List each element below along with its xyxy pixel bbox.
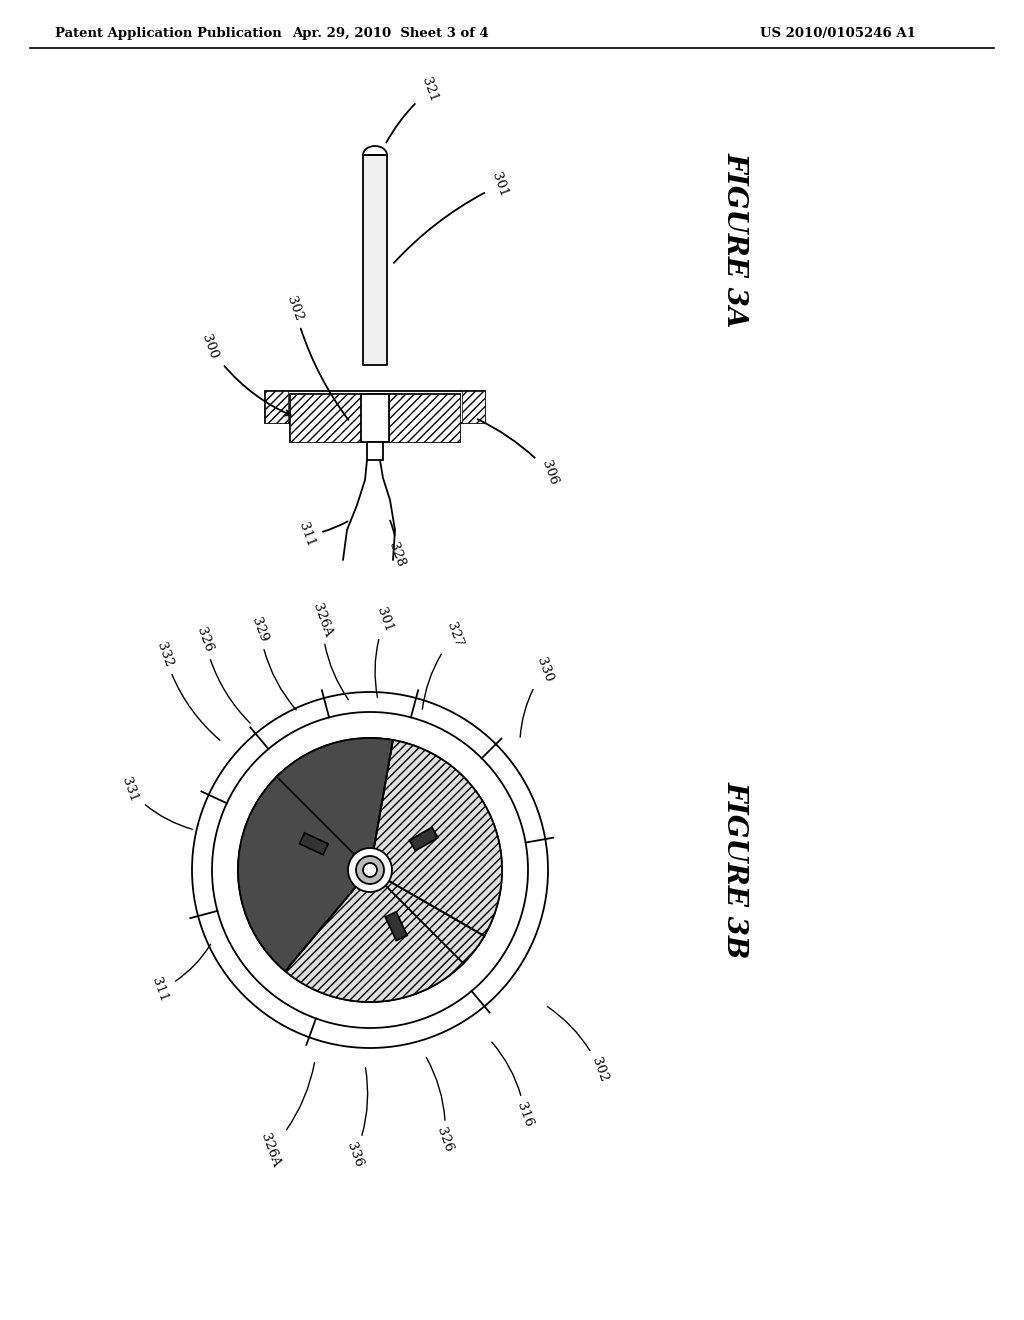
Bar xyxy=(361,393,389,442)
Wedge shape xyxy=(238,738,393,972)
Bar xyxy=(389,393,460,442)
Text: 328: 328 xyxy=(387,520,408,569)
Text: 311: 311 xyxy=(297,521,347,549)
Text: 329: 329 xyxy=(250,616,296,710)
Circle shape xyxy=(356,855,384,884)
Bar xyxy=(367,442,383,459)
Text: 300: 300 xyxy=(200,333,291,416)
Bar xyxy=(462,391,485,422)
Polygon shape xyxy=(385,912,408,941)
Text: 302: 302 xyxy=(547,1007,610,1084)
Text: 311: 311 xyxy=(150,944,211,1005)
Bar xyxy=(362,154,387,366)
Text: Patent Application Publication: Patent Application Publication xyxy=(55,26,282,40)
Text: 316: 316 xyxy=(492,1041,536,1129)
Circle shape xyxy=(238,738,502,1002)
Wedge shape xyxy=(285,870,484,1002)
Text: 306: 306 xyxy=(477,420,560,487)
Text: Apr. 29, 2010  Sheet 3 of 4: Apr. 29, 2010 Sheet 3 of 4 xyxy=(292,26,488,40)
Circle shape xyxy=(362,863,377,876)
Circle shape xyxy=(212,711,528,1028)
Text: 331: 331 xyxy=(120,776,193,829)
Text: 330: 330 xyxy=(520,656,555,738)
Text: 301: 301 xyxy=(375,606,395,697)
Text: FIGURE 3A: FIGURE 3A xyxy=(722,152,749,327)
Text: 321: 321 xyxy=(386,77,440,143)
Polygon shape xyxy=(299,833,328,855)
Polygon shape xyxy=(410,828,438,850)
Text: 301: 301 xyxy=(394,170,510,263)
Text: 302: 302 xyxy=(285,294,348,420)
Text: FIGURE 3B: FIGURE 3B xyxy=(722,781,749,958)
Text: 326: 326 xyxy=(195,626,250,723)
Bar xyxy=(265,391,288,422)
Text: 327: 327 xyxy=(422,620,466,709)
Text: 326A: 326A xyxy=(310,602,348,700)
Text: 326A: 326A xyxy=(258,1063,314,1168)
Text: 336: 336 xyxy=(344,1068,368,1170)
Circle shape xyxy=(193,692,548,1048)
Text: 332: 332 xyxy=(155,640,220,741)
Wedge shape xyxy=(370,741,502,945)
Text: 326: 326 xyxy=(426,1057,456,1154)
Bar xyxy=(290,393,361,442)
Text: US 2010/0105246 A1: US 2010/0105246 A1 xyxy=(760,26,915,40)
Bar xyxy=(290,393,460,442)
Circle shape xyxy=(348,847,392,892)
Bar xyxy=(265,391,485,422)
